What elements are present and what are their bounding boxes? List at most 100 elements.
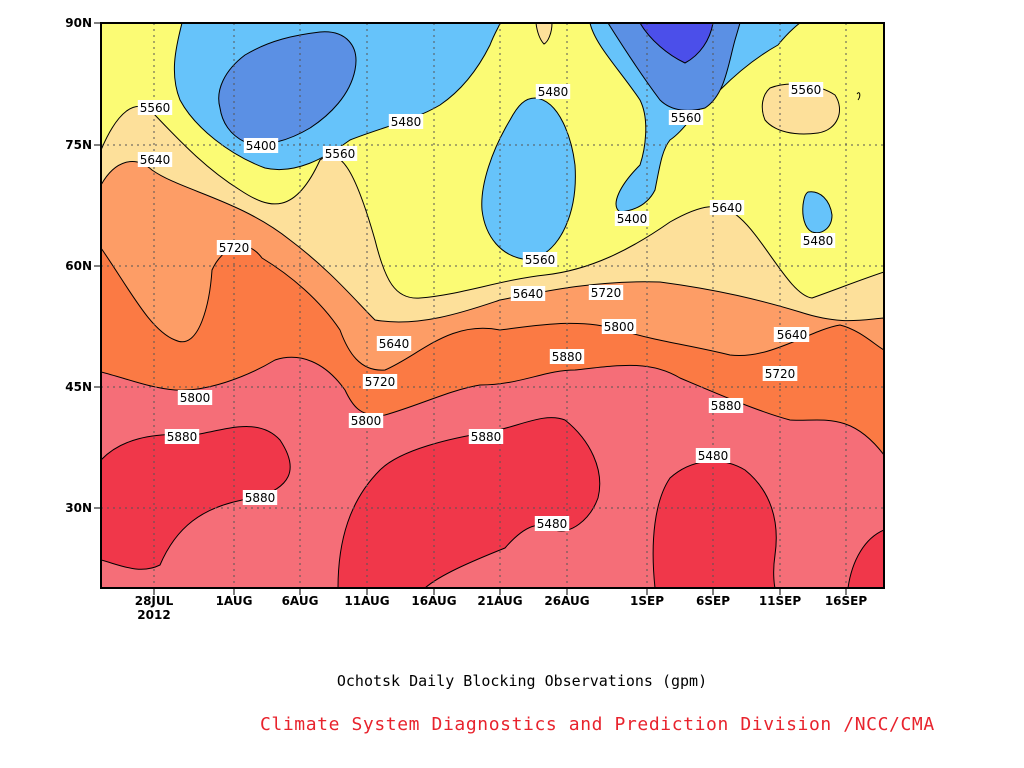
contour-label: 5720: [762, 366, 798, 381]
contour-label-box: [774, 327, 810, 342]
contour-label-box: [601, 319, 637, 334]
contour-label: 5880: [708, 398, 744, 413]
contour-label-text: 5560: [525, 253, 556, 267]
contour-label: 5880: [164, 429, 200, 444]
contour-label-box: [788, 82, 824, 97]
contour-label-text: 5560: [325, 147, 356, 161]
x-tick-label: 11SEP: [759, 594, 802, 608]
contour-label-text: 5720: [219, 241, 250, 255]
contour-label-box: [137, 100, 173, 115]
y-axis-ticks: 30N 45N 60N 75N 90N: [65, 16, 101, 515]
contour-label: 5800: [348, 413, 384, 428]
contour-label: 5480: [535, 84, 571, 99]
contour-label: 5720: [588, 285, 624, 300]
contour-label-text: 5880: [167, 430, 198, 444]
contour-label-text: 5880: [245, 491, 276, 505]
contour-label: 5560: [788, 82, 824, 97]
contour-label: 5400: [243, 138, 279, 153]
contour-label-text: 5880: [471, 430, 502, 444]
contour-label-box: [695, 448, 731, 463]
contour-label: 5640: [709, 200, 745, 215]
contour-label-box: [362, 374, 398, 389]
contour-label-box: [376, 336, 412, 351]
contour-label: 5480: [534, 516, 570, 531]
band-5480-5560-center: [481, 97, 576, 261]
contour-label-text: 5480: [803, 234, 834, 248]
contour-tiny-ne: [856, 92, 861, 101]
contour-label-text: 5400: [246, 139, 277, 153]
contour-label-box: [614, 211, 650, 226]
x-tick-label: 21AUG: [477, 594, 522, 608]
contour-label: 5720: [362, 374, 398, 389]
y-tick-label: 45N: [65, 380, 92, 394]
contour-labels: 5560 5640 5720 5800 5880 5880 5400 5480 5560 5640…: [137, 82, 836, 531]
contour-label-text: 5800: [351, 414, 382, 428]
contour-label-box: [549, 349, 585, 364]
contour-label-box: [588, 285, 624, 300]
y-tick-label: 75N: [65, 138, 92, 152]
contour-label-text: 5400: [617, 212, 648, 226]
contour-label-box: [243, 138, 279, 153]
contour-label-text: 5880: [552, 350, 583, 364]
contour-label: 5640: [376, 336, 412, 351]
y-tick-label: 90N: [65, 16, 92, 30]
contour-label: 5640: [137, 152, 173, 167]
x-tick-label: 26AUG: [544, 594, 589, 608]
contour-label: 5560: [322, 146, 358, 161]
contour-label-box: [522, 252, 558, 267]
contour-label-box: [177, 390, 213, 405]
contour-label-text: 5800: [180, 391, 211, 405]
contour-label: 5400: [614, 211, 650, 226]
contour-label: 5640: [774, 327, 810, 342]
contour-label-text: 5560: [140, 101, 171, 115]
contour-label-box: [534, 516, 570, 531]
contour-label: 5880: [549, 349, 585, 364]
y-tick-label: 60N: [65, 259, 92, 273]
contour-label-text: 5480: [391, 115, 422, 129]
y-tick-label: 30N: [65, 501, 92, 515]
contour-label: 5880: [468, 429, 504, 444]
plot-frame: [100, 22, 885, 589]
contour-label-box: [348, 413, 384, 428]
contour-label: 5560: [137, 100, 173, 115]
contour-label-box: [709, 200, 745, 215]
contour-label-text: 5640: [712, 201, 743, 215]
x-tick-label: 1AUG: [216, 594, 253, 608]
contour-label-text: 5640: [777, 328, 808, 342]
contour-label-text: 5560: [791, 83, 822, 97]
chart-credit: Climate System Diagnostics and Predictio…: [260, 714, 935, 735]
contour-label-box: [242, 490, 278, 505]
contour-label-box: [388, 114, 424, 129]
contour-label: 5800: [601, 319, 637, 334]
contour-label-text: 5640: [379, 337, 410, 351]
x-tick-label: 16AUG: [411, 594, 456, 608]
contour-label-text: 5800: [604, 320, 635, 334]
x-year-label: 2012: [137, 608, 170, 622]
contour-label: 5720: [216, 240, 252, 255]
grid: [101, 23, 884, 588]
contour-label-box: [800, 233, 836, 248]
contour-label-text: 5720: [765, 367, 796, 381]
contour-label: 5480: [695, 448, 731, 463]
contour-label-text: 5880: [711, 399, 742, 413]
contour-label-box: [164, 429, 200, 444]
max-region-2: [337, 417, 601, 588]
contour-label-text: 5720: [365, 375, 396, 389]
contour-label-text: 5640: [513, 287, 544, 301]
contour-label-box: [762, 366, 798, 381]
x-tick-label: 16SEP: [825, 594, 868, 608]
contour-label-text: 5480: [538, 85, 569, 99]
contour-label: 5560: [668, 110, 704, 125]
x-tick-label: 11AUG: [344, 594, 389, 608]
x-tick-label: 6AUG: [282, 594, 319, 608]
max-region-3: [652, 460, 777, 588]
x-tick-label: 28JUL: [135, 594, 174, 608]
contour-label: 5560: [522, 252, 558, 267]
contour-label-box: [708, 398, 744, 413]
contour-label-box: [510, 286, 546, 301]
band-5640-5720-tiny: [535, 23, 553, 45]
band-5480-5560-small: [802, 191, 833, 234]
contour-label-box: [535, 84, 571, 99]
contour-label: 5480: [388, 114, 424, 129]
